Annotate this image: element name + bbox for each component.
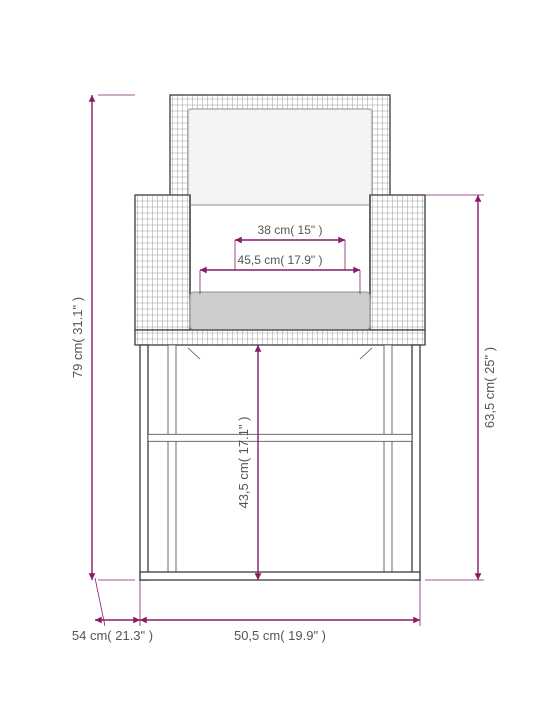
dim-label: 38 cm( 15" ) bbox=[258, 223, 323, 237]
dim-label: 50,5 cm( 19.9" ) bbox=[234, 628, 326, 643]
diagram-svg: 79 cm( 31.1" ) 63,5 cm( 25" ) 43,5 cm( 17.… bbox=[0, 0, 540, 720]
dim-label: 79 cm( 31.1" ) bbox=[70, 297, 85, 378]
dim-label: 54 cm( 21.3" ) bbox=[72, 628, 153, 643]
dim-label: 43,5 cm( 17.1" ) bbox=[236, 416, 251, 508]
dim-label: 63,5 cm( 25" ) bbox=[482, 347, 497, 428]
chair-outline bbox=[135, 95, 425, 580]
chair-dimension-diagram: { "canvas":{"w":540,"h":720,"bg":"#fffff… bbox=[0, 0, 540, 720]
dim-label: 45,5 cm( 17.9" ) bbox=[238, 253, 323, 267]
